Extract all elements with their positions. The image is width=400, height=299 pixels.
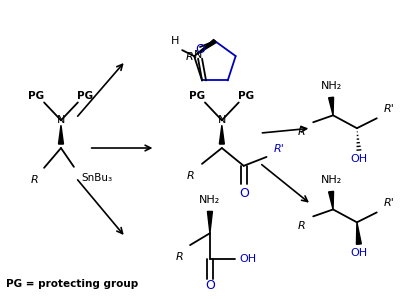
Text: R: R xyxy=(187,171,195,181)
Text: R: R xyxy=(175,252,183,262)
Polygon shape xyxy=(219,125,224,144)
Text: PG: PG xyxy=(238,91,254,101)
Text: OH: OH xyxy=(239,254,256,264)
Polygon shape xyxy=(329,191,334,209)
Text: N: N xyxy=(194,50,202,60)
Text: R: R xyxy=(298,127,305,137)
Text: OH: OH xyxy=(350,154,368,164)
Polygon shape xyxy=(356,222,361,244)
Text: NH₂: NH₂ xyxy=(199,195,220,205)
Text: PG = protecting group: PG = protecting group xyxy=(6,279,139,289)
Text: N: N xyxy=(57,115,65,125)
Text: R': R' xyxy=(383,199,394,208)
Text: H: H xyxy=(171,36,180,46)
Text: R: R xyxy=(186,52,194,62)
Text: R': R' xyxy=(383,104,394,115)
Text: PG: PG xyxy=(189,91,205,101)
Polygon shape xyxy=(194,39,216,56)
Polygon shape xyxy=(58,125,64,144)
Text: O: O xyxy=(205,279,215,292)
Text: N: N xyxy=(218,115,226,125)
Text: SnBu₃: SnBu₃ xyxy=(81,173,112,183)
Text: NH₂: NH₂ xyxy=(320,175,342,185)
Text: O: O xyxy=(239,187,249,200)
Text: R: R xyxy=(30,175,38,185)
Text: O: O xyxy=(195,43,205,56)
Text: NH₂: NH₂ xyxy=(320,81,342,91)
Text: OH: OH xyxy=(350,248,368,258)
Text: PG: PG xyxy=(77,91,93,101)
Polygon shape xyxy=(208,211,212,233)
Text: R': R' xyxy=(274,144,285,154)
Text: R: R xyxy=(298,221,305,231)
Text: PG: PG xyxy=(28,91,44,101)
Polygon shape xyxy=(329,97,334,115)
